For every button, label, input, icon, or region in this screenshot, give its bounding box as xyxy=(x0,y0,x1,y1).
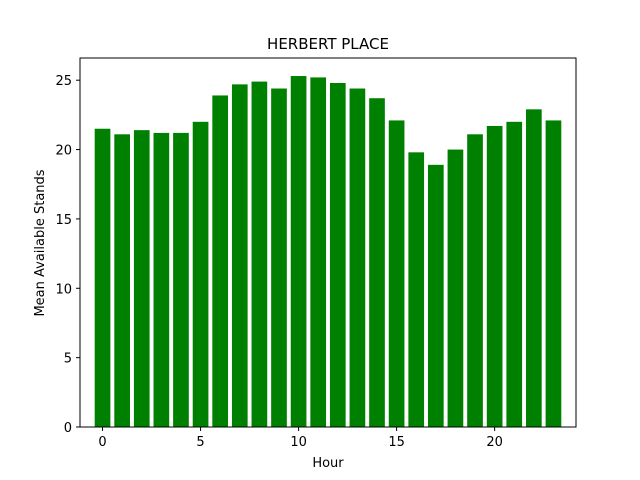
x-axis-ticks: 0 5 10 15 20 xyxy=(98,427,503,450)
y-axis-ticks: 0 5 10 15 20 25 xyxy=(55,74,80,436)
y-tick-label: 5 xyxy=(64,352,72,367)
bar-hour-16 xyxy=(408,152,425,427)
bar-hour-11 xyxy=(310,77,327,428)
bar-hour-5 xyxy=(192,121,209,427)
bar-hour-15 xyxy=(388,120,405,428)
bar-hour-8 xyxy=(251,81,268,427)
plot-frame xyxy=(79,57,577,428)
y-tick-label: 20 xyxy=(55,144,72,159)
y-axis-label: Mean Available Stands xyxy=(33,169,48,316)
bar-hour-21 xyxy=(506,121,523,427)
bar-hour-7 xyxy=(231,84,248,428)
bar-hour-19 xyxy=(467,134,483,428)
bar-hour-12 xyxy=(329,82,346,427)
x-tick-label: 0 xyxy=(98,435,106,450)
bar-hour-14 xyxy=(369,98,385,427)
x-tick-label: 5 xyxy=(196,435,204,450)
bar-hour-10 xyxy=(290,76,307,427)
bar-hour-9 xyxy=(271,88,287,428)
bars-group xyxy=(94,76,562,428)
bar-hour-4 xyxy=(173,132,189,427)
x-tick-label: 20 xyxy=(486,435,503,450)
bar-hour-22 xyxy=(526,109,542,427)
y-tick-label: 0 xyxy=(64,421,72,436)
x-axis-label: Hour xyxy=(312,456,344,471)
y-tick-label: 15 xyxy=(55,213,72,228)
bar-hour-17 xyxy=(427,164,444,427)
y-tick-label: 25 xyxy=(55,74,72,89)
bar-hour-18 xyxy=(447,149,464,427)
chart-title: HERBERT PLACE xyxy=(267,35,389,53)
bar-hour-20 xyxy=(486,125,503,427)
bar-hour-2 xyxy=(133,130,150,427)
x-tick-label: 10 xyxy=(290,435,307,450)
bar-hour-1 xyxy=(114,134,130,428)
y-tick-label: 10 xyxy=(55,282,72,297)
bar-hour-3 xyxy=(153,132,170,427)
bar-hour-23 xyxy=(545,120,562,428)
bar-hour-13 xyxy=(349,88,366,428)
x-tick-label: 15 xyxy=(388,435,405,450)
bar-hour-0 xyxy=(94,128,111,427)
bar-hour-6 xyxy=(212,95,229,427)
